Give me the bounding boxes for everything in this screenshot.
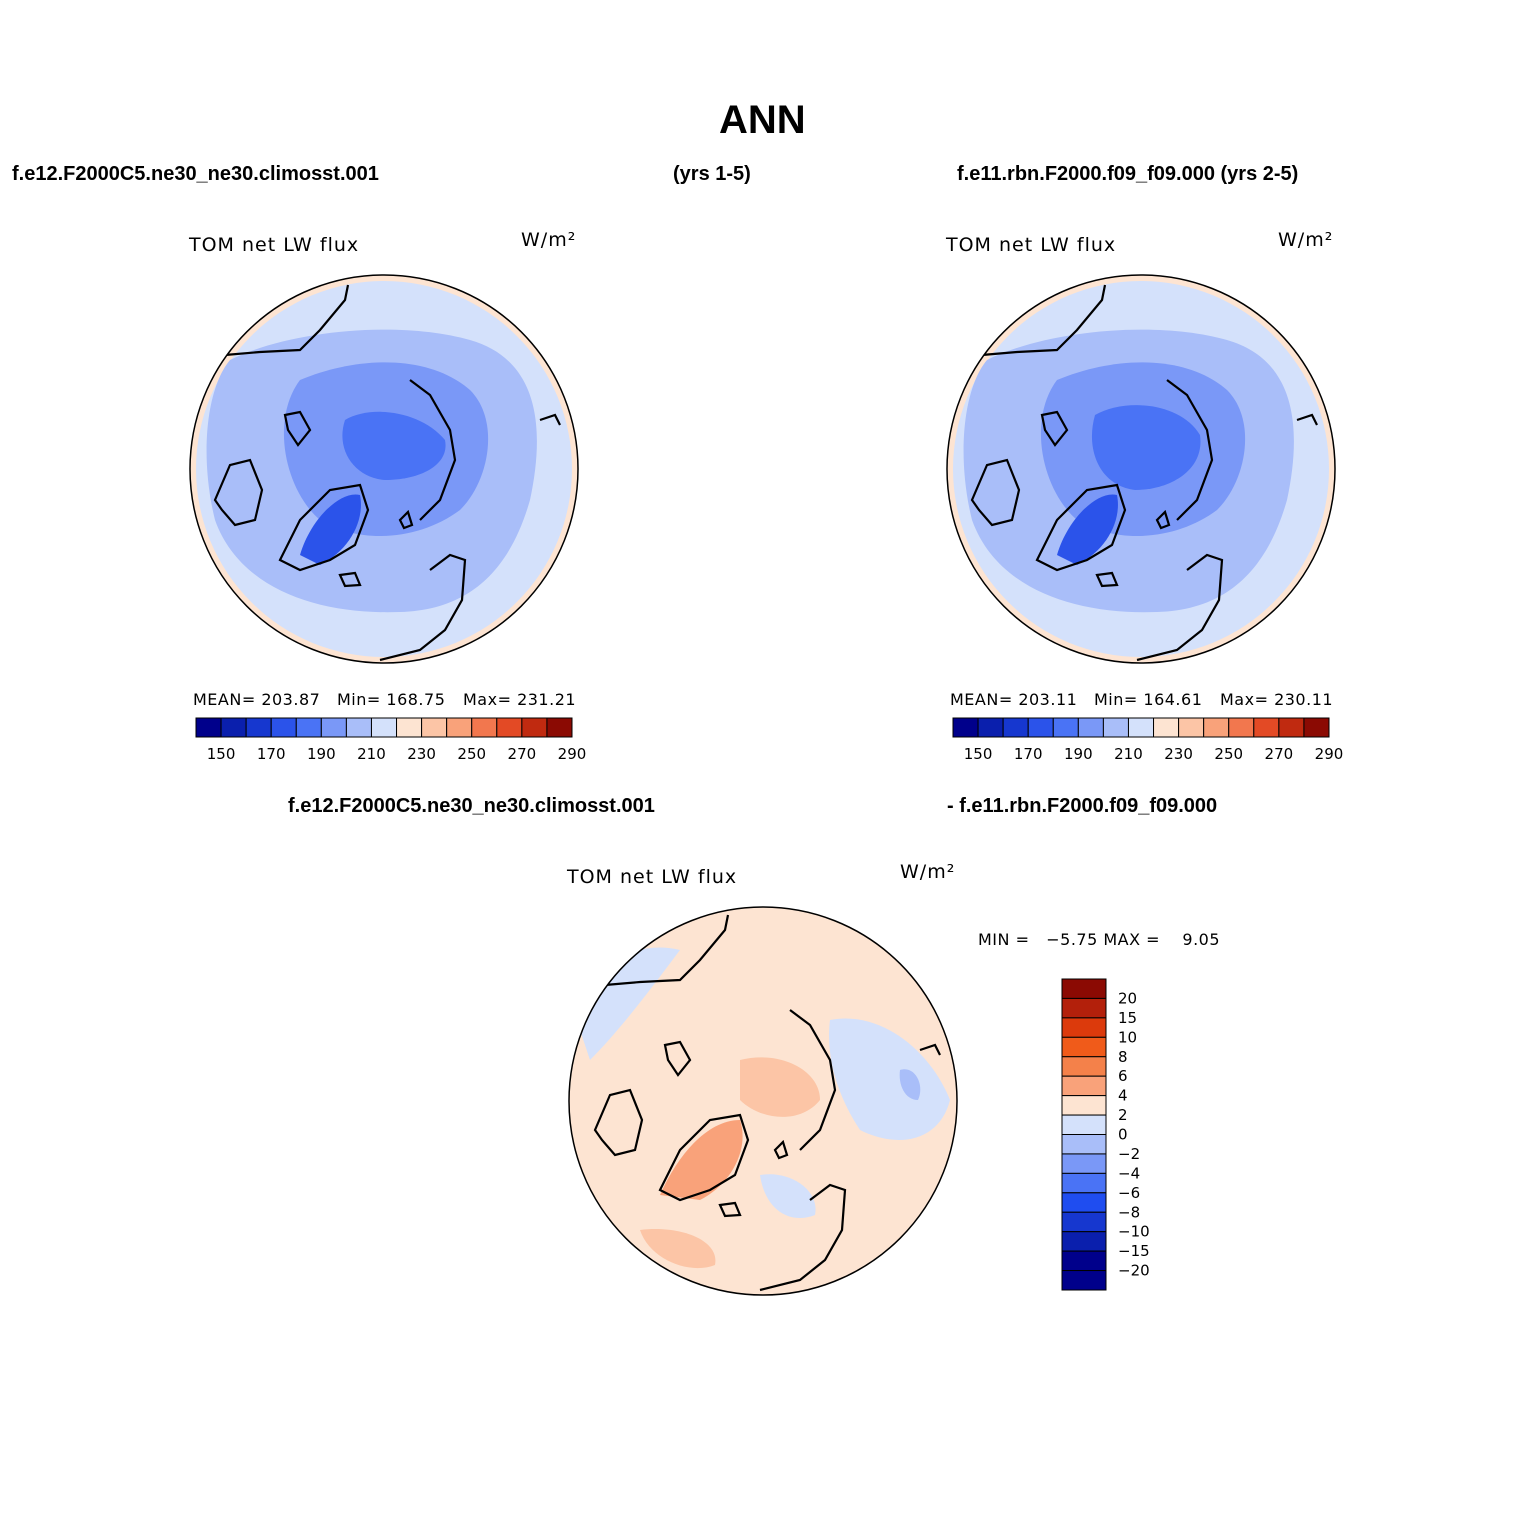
plot-title: ANN (719, 98, 806, 142)
diff-colorbar-tick-label: −15 (1118, 1242, 1150, 1260)
left-min-label: Min= 168.75 (337, 690, 446, 709)
diff-colorbar-swatch (1061, 1153, 1107, 1174)
left-colorbar-tick-label: 290 (558, 745, 587, 763)
diff-colorbar-swatch (1061, 1075, 1107, 1097)
diff-colorbar-tick-label: 2 (1118, 1106, 1128, 1124)
left-colorbar-swatch (546, 717, 573, 738)
left-colorbar-tick-label: 150 (207, 745, 236, 763)
diff-colorbar-swatch (1061, 1114, 1107, 1135)
diff-colorbar-tick-label: 6 (1118, 1067, 1128, 1085)
diff-colorbar-swatch (1061, 1134, 1107, 1155)
right-colorbar-swatch (1303, 717, 1330, 738)
diff-colorbar-tick-label: 8 (1118, 1048, 1128, 1066)
left-colorbar-tick-label: 250 (457, 745, 486, 763)
diff-colorbar-tick-label: 20 (1118, 989, 1137, 1007)
diff-colorbar-swatch (1061, 1250, 1107, 1272)
diff-colorbar-tick-label: −10 (1118, 1223, 1150, 1241)
diff-colorbar-tick-label: 0 (1118, 1126, 1128, 1144)
diff-colorbar-swatch (1061, 1270, 1107, 1291)
left-mean-label: MEAN= 203.87 (193, 690, 321, 709)
right-colorbar-tick-label: 150 (964, 745, 993, 763)
left-colorbar-tick-label: 230 (407, 745, 436, 763)
diff-colorbar-tick-label: −8 (1118, 1203, 1140, 1221)
diff-colorbar-tick-label: 10 (1118, 1028, 1137, 1046)
left-colorbar-tick-label: 170 (257, 745, 286, 763)
diff-colorbar-tick-label: −20 (1118, 1262, 1150, 1280)
left-years-label: (yrs 1-5) (673, 163, 751, 185)
diff-variable-label: TOM net LW flux (567, 866, 738, 888)
diff-colorbar-swatch (1061, 1036, 1107, 1058)
left-variable-label: TOM net LW flux (189, 234, 360, 256)
diff-colorbar-tick-label: −4 (1118, 1164, 1140, 1182)
right-units-label: W/m² (1278, 229, 1334, 251)
right-colorbar-tick-label: 210 (1114, 745, 1143, 763)
right-min-label: Min= 164.61 (1094, 690, 1203, 709)
right-colorbar-tick-label: 170 (1014, 745, 1043, 763)
right-case-label: f.e11.rbn.F2000.f09_f09.000 (yrs 2-5) (957, 163, 1299, 185)
diff-colorbar-swatch (1061, 1095, 1107, 1116)
diff-case-b-label: - f.e11.rbn.F2000.f09_f09.000 (947, 795, 1218, 817)
diff-colorbar-swatch (1061, 1231, 1107, 1252)
right-colorbar-tick-label: 270 (1265, 745, 1294, 763)
diff-colorbar-swatch (1061, 978, 1107, 999)
left-case-label: f.e12.F2000C5.ne30_ne30.climosst.001 (12, 163, 379, 185)
right-colorbar-tick-label: 290 (1315, 745, 1344, 763)
diff-colorbar-tick-label: −2 (1118, 1145, 1140, 1163)
right-colorbar-tick-label: 190 (1064, 745, 1093, 763)
diff-case-a-label: f.e12.F2000C5.ne30_ne30.climosst.001 (288, 795, 655, 817)
diff-minmax-label: MIN = −5.75 MAX = 9.05 (978, 930, 1221, 949)
right-variable-label: TOM net LW flux (946, 234, 1117, 256)
diff-colorbar-swatch (1061, 1056, 1107, 1077)
diff-colorbar-swatch (1061, 1172, 1107, 1194)
diff-units-label: W/m² (900, 861, 956, 883)
diff-colorbar-swatch (1061, 1192, 1107, 1213)
right-colorbar-tick-label: 230 (1164, 745, 1193, 763)
diff-colorbar-tick-label: 4 (1118, 1087, 1128, 1105)
left-max-label: Max= 231.21 (463, 690, 577, 709)
left-colorbar-tick-label: 190 (307, 745, 336, 763)
diff-colorbar-swatch (1061, 1211, 1107, 1233)
diff-colorbar-tick-label: −6 (1118, 1184, 1140, 1202)
diff-colorbar-swatch (1061, 1017, 1107, 1038)
right-max-label: Max= 230.11 (1220, 690, 1334, 709)
right-colorbar-tick-label: 250 (1214, 745, 1243, 763)
left-units-label: W/m² (521, 229, 577, 251)
left-colorbar-tick-label: 270 (508, 745, 537, 763)
diff-colorbar-swatch (1061, 997, 1107, 1019)
right-mean-label: MEAN= 203.11 (950, 690, 1078, 709)
left-colorbar-tick-label: 210 (357, 745, 386, 763)
diff-colorbar-tick-label: 15 (1118, 1009, 1137, 1027)
